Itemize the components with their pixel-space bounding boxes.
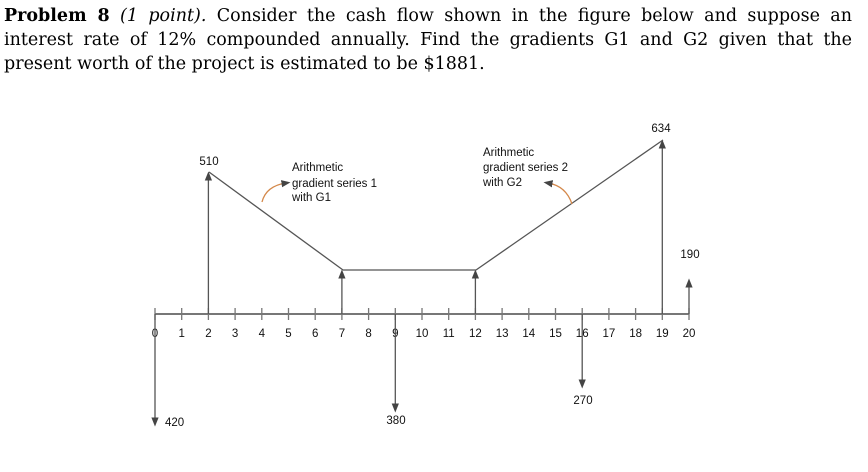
outflow-label: 380	[386, 415, 405, 427]
inflow-label: 190	[680, 249, 699, 261]
period-label: 4	[259, 328, 266, 340]
period-label: 8	[365, 328, 371, 340]
period-label: 5	[285, 328, 291, 340]
period-label: 1	[178, 328, 184, 340]
period-label: 14	[522, 328, 535, 340]
annotation-2-line-1: Arithmetic	[483, 147, 534, 159]
period-label: 3	[232, 328, 238, 340]
inflow-label: 510	[199, 156, 218, 168]
period-label: 19	[656, 328, 669, 340]
period-label: 13	[496, 328, 509, 340]
problem-text: Consider the cash flow shown in the figu…	[4, 6, 852, 74]
period-label: 20	[683, 328, 696, 340]
curved-arrow-icon	[543, 180, 573, 205]
curved-arrow-icon	[261, 180, 291, 203]
annotation-1-line-2: gradient series 1	[292, 178, 377, 190]
problem-label: Problem 8	[4, 6, 110, 26]
period-label: 6	[312, 328, 318, 340]
period-label: 15	[549, 328, 562, 340]
inflow-label: 634	[651, 123, 671, 135]
outflow-label: 270	[573, 395, 592, 407]
period-label: 17	[603, 328, 616, 340]
annotation-1-line-3: with G1	[291, 192, 331, 204]
period-label: 10	[416, 328, 429, 340]
period-label: 11	[443, 328, 455, 340]
outflow-label: 420	[165, 417, 184, 429]
problem-statement: Problem 8 (1 point). Consider the cash f…	[4, 4, 852, 76]
annotation-1-line-1: Arithmetic	[292, 162, 343, 174]
annotation-2-line-3: with G2	[482, 177, 522, 189]
annotation-2-line-2: gradient series 2	[483, 162, 568, 174]
period-label: 12	[469, 328, 482, 340]
period-label: 7	[339, 328, 345, 340]
period-label: 18	[629, 328, 642, 340]
gradient-line	[208, 139, 664, 271]
period-label: 2	[205, 328, 211, 340]
problem-points: (1 point).	[120, 6, 207, 26]
